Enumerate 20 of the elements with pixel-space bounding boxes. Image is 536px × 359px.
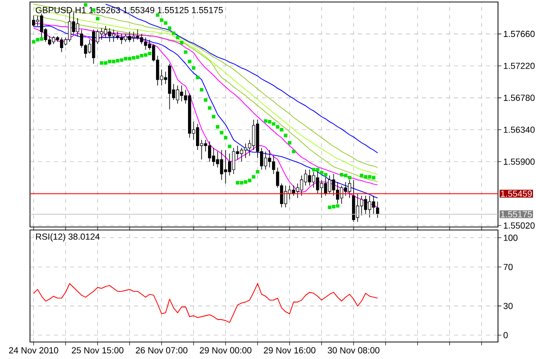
x-tick-label: 29 Nov 16:00 xyxy=(264,347,316,354)
chart-title: RSI(12) 38.0124 xyxy=(36,233,100,242)
y-tick-label: 1.55020 xyxy=(504,222,535,229)
y-tick-label: 1.56340 xyxy=(504,126,535,133)
x-tick-label: 29 Nov 00:00 xyxy=(200,347,252,354)
x-tick-label: 24 Nov 2010 xyxy=(9,347,58,354)
x-tick-label: 30 Nov 08:00 xyxy=(328,347,380,354)
y-tick-label: 0 xyxy=(504,332,508,338)
y-tick-label: 100 xyxy=(504,234,518,241)
y-tick-label: 70 xyxy=(504,264,513,270)
y-tick-label: 1.56780 xyxy=(504,94,535,101)
y-tick-label: 30 xyxy=(504,302,513,310)
ref-line-label: 1.55175 xyxy=(501,211,532,218)
x-tick-label: 25 Nov 15:00 xyxy=(72,347,124,354)
x-tick-label: 26 Nov 07:00 xyxy=(136,347,188,354)
y-tick-label: 1.57660 xyxy=(504,30,535,38)
ref-line-label: 1.55459 xyxy=(501,190,532,197)
y-tick-label: 1.57220 xyxy=(504,62,535,69)
candlestick xyxy=(224,150,228,184)
y-tick-label: 1.55900 xyxy=(504,158,535,165)
